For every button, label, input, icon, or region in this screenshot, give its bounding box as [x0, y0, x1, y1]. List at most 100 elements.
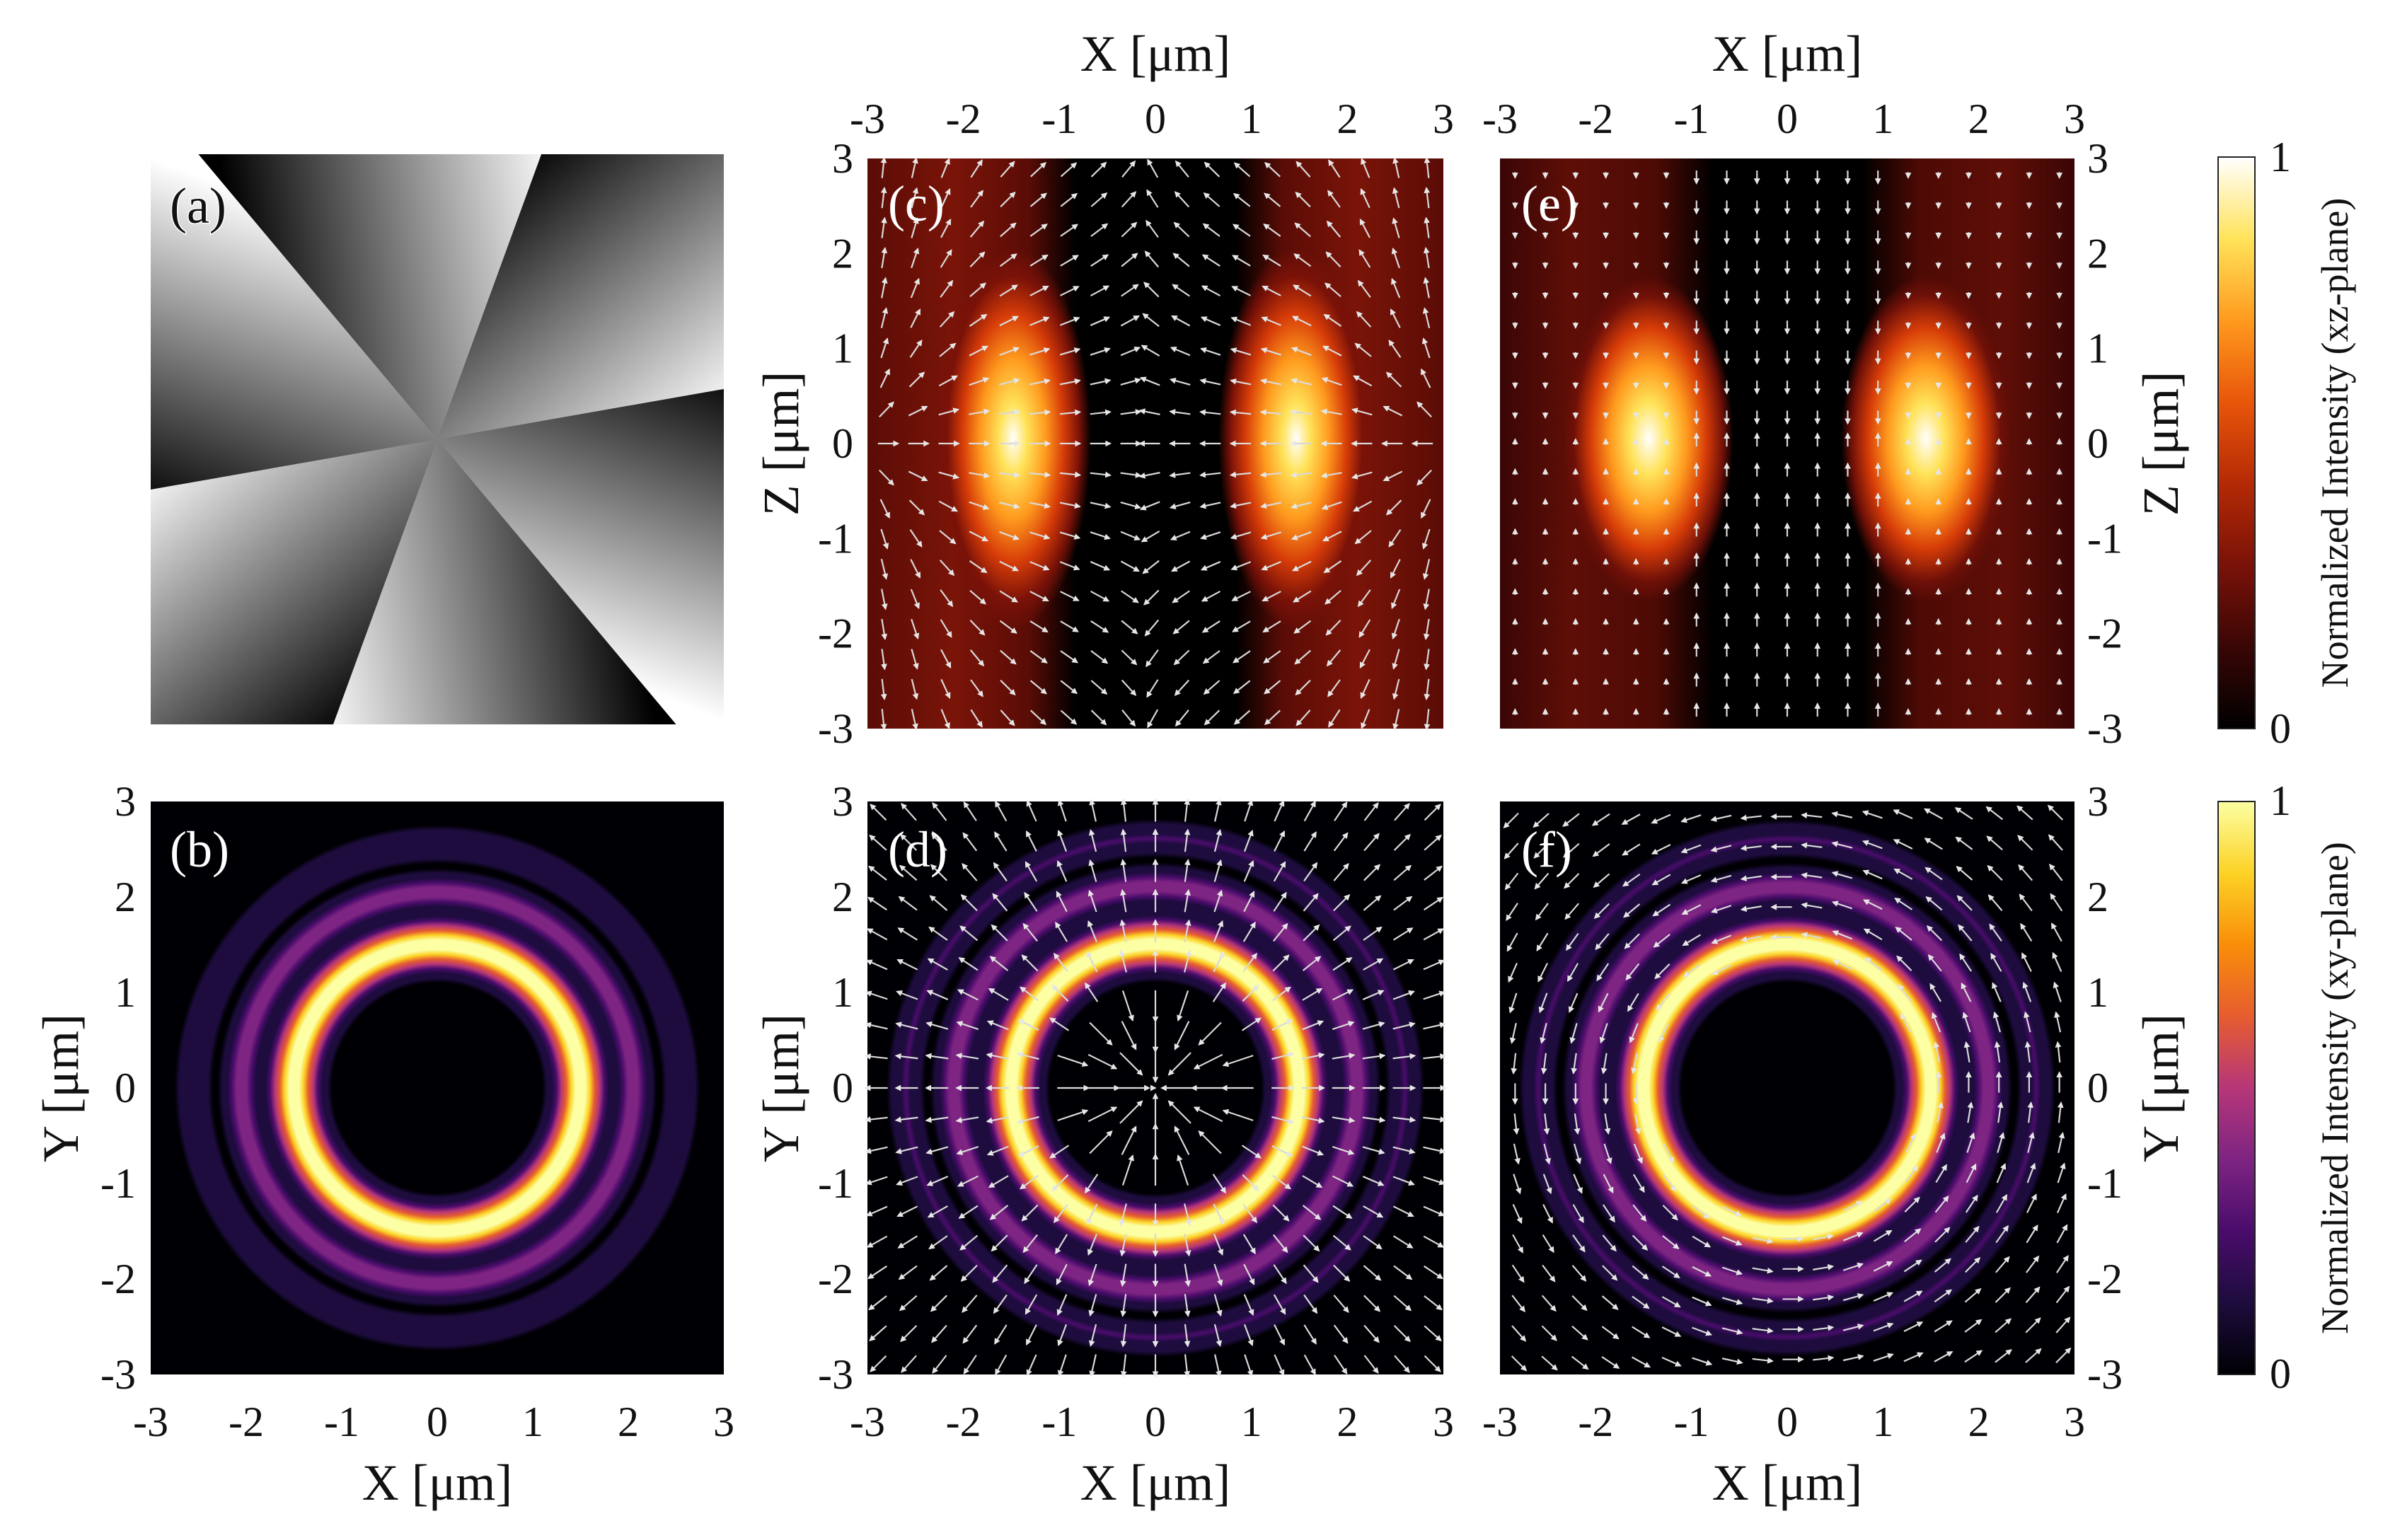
field-arrow	[1542, 1174, 1552, 1195]
field-arrow	[1213, 1294, 1223, 1317]
x-tick-label: -1	[1041, 1399, 1077, 1445]
field-arrow	[1601, 1326, 1620, 1340]
field-arrow	[1244, 1354, 1254, 1377]
field-arrow	[868, 865, 887, 881]
field-arrow	[1088, 859, 1097, 882]
field-arrow	[1232, 224, 1251, 237]
field-arrow	[1424, 709, 1431, 731]
field-arrow	[1623, 903, 1641, 918]
y-axis-label-right: Y [μm]	[2133, 1014, 2189, 1162]
field-arrow	[1230, 347, 1252, 356]
field-arrow	[1271, 1174, 1291, 1190]
y-tick-label: 1	[2087, 969, 2108, 1016]
field-arrow	[1326, 220, 1341, 238]
field-arrow	[1119, 1233, 1127, 1257]
field-arrow	[1302, 1020, 1325, 1031]
field-arrow	[896, 959, 918, 971]
field-arrow	[1562, 813, 1580, 827]
field-arrow	[1996, 1163, 2007, 1183]
field-arrow	[911, 217, 919, 238]
field-arrow	[1955, 836, 1973, 850]
x-tick-label: -2	[229, 1399, 264, 1445]
field-arrow	[865, 1146, 888, 1154]
y-tick-label: -2	[818, 1256, 853, 1302]
field-arrow	[1392, 217, 1400, 238]
y-tick-label: -2	[2087, 610, 2123, 657]
field-arrow	[1303, 800, 1316, 822]
field-arrow	[999, 284, 1018, 297]
field-arrow	[1262, 254, 1281, 267]
field-arrow	[1060, 162, 1078, 178]
field-arrow	[1020, 1174, 1039, 1190]
colorbar-xy: 1 0 Normalized Intensity (xy-plane)	[2217, 777, 2356, 1397]
field-arrow	[1923, 808, 1943, 820]
field-arrow	[1351, 407, 1373, 416]
field-arrow	[1090, 531, 1111, 540]
field-arrow	[1333, 832, 1349, 852]
field-arrow	[911, 618, 920, 640]
field-arrow	[1934, 1195, 1949, 1213]
field-arrow	[1059, 531, 1081, 540]
field-arrow	[1291, 531, 1312, 540]
field-arrow	[1259, 409, 1282, 416]
field-arrow	[1512, 1204, 1523, 1225]
field-arrow	[1572, 1234, 1586, 1253]
field-arrow	[1393, 1325, 1411, 1343]
y-tick-label: -1	[818, 1160, 853, 1207]
field-arrow	[1333, 1264, 1351, 1283]
field-arrow	[1274, 799, 1285, 822]
field-arrow	[1271, 986, 1291, 1002]
field-arrow	[960, 893, 978, 912]
field-arrow	[970, 679, 983, 697]
field-arrow	[1392, 649, 1400, 670]
field-arrow	[926, 1176, 949, 1186]
field-arrow	[2024, 1041, 2031, 1063]
field-arrow	[1934, 1289, 1953, 1303]
colorbar-xz-bar	[2217, 156, 2256, 729]
field-arrow	[1801, 932, 1823, 939]
field-arrow	[1873, 1261, 1893, 1272]
field-arrow	[1233, 680, 1251, 695]
field-arrow	[1203, 192, 1220, 207]
field-arrow	[963, 801, 977, 821]
field-arrow	[881, 589, 888, 610]
x-axis-label: X [μm]	[362, 1454, 513, 1511]
field-arrow	[1291, 502, 1312, 509]
panel-a-label: (a)	[170, 178, 226, 234]
field-arrow	[1513, 1143, 1520, 1165]
field-arrow	[1230, 502, 1252, 509]
field-arrow	[1363, 864, 1381, 881]
field-arrow	[1243, 1324, 1254, 1347]
vector-field	[864, 798, 1447, 1378]
field-arrow	[1214, 799, 1222, 822]
field-arrow	[1651, 844, 1671, 855]
x-tick-label: -3	[1482, 95, 1518, 142]
field-arrow	[1222, 1055, 1254, 1067]
field-arrow	[1233, 192, 1251, 207]
x-tick-labels-top: -3 -2 -1 0 1 2 3	[850, 95, 1454, 142]
z-tick-labels-right: 3 2 1 0 -1 -2 -3	[2087, 135, 2123, 752]
field-arrow	[1120, 472, 1142, 478]
panel-d-label: (d)	[888, 821, 947, 878]
field-arrow	[1692, 1326, 1713, 1336]
x-tick-label: 0	[1145, 95, 1166, 142]
field-arrow	[1025, 1324, 1037, 1346]
field-arrow	[1199, 502, 1221, 509]
y-tick-label: -3	[2087, 705, 2123, 752]
field-arrow	[1956, 895, 1973, 911]
field-arrow	[1086, 1203, 1098, 1225]
colorbar-xz: 1 0 Normalized Intensity (xz-plane)	[2217, 134, 2356, 752]
field-arrow	[896, 1205, 918, 1217]
field-arrow	[1966, 1132, 1975, 1153]
field-arrow	[1029, 680, 1047, 695]
field-arrow	[1831, 841, 1853, 849]
field-arrow	[1986, 835, 2003, 851]
field-arrow	[908, 470, 928, 482]
field-arrow	[1752, 1297, 1774, 1304]
field-arrow	[1090, 680, 1108, 695]
field-arrow	[1213, 1234, 1224, 1256]
field-arrow	[1029, 316, 1050, 326]
field-arrow	[1363, 1235, 1383, 1250]
field-arrow	[1201, 590, 1221, 602]
field-arrow	[1291, 560, 1312, 572]
